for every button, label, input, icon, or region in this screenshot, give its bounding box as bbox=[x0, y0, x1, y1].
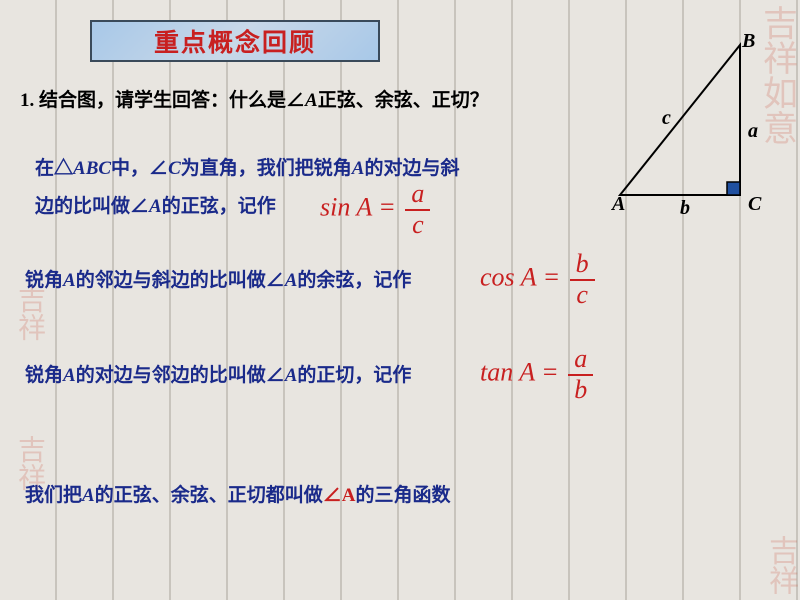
vertex-c-label: C bbox=[748, 193, 761, 216]
watermark-decoration: 吉祥 bbox=[15, 285, 43, 341]
definition-tangent: 锐角A的对边与邻边的比叫做∠A的正切，记作 bbox=[25, 360, 411, 387]
formula-sine: sin A = ac bbox=[320, 180, 430, 239]
vertex-b-label: B bbox=[742, 30, 755, 53]
title-text: 重点概念回顾 bbox=[154, 23, 316, 59]
side-c-label: c bbox=[662, 107, 671, 130]
question-text: 1. 结合图，请学生回答：什么是∠A正弦、余弦、正切？ bbox=[20, 85, 489, 112]
formula-tangent: tan A = ab bbox=[480, 345, 593, 404]
right-triangle-diagram: A B C a b c bbox=[600, 35, 780, 220]
title-banner: 重点概念回顾 bbox=[90, 20, 380, 62]
summary-text: 我们把A的正弦、余弦、正切都叫做∠A的三角函数 bbox=[25, 480, 450, 507]
vertex-a-label: A bbox=[612, 193, 625, 216]
formula-cosine: cos A = bc bbox=[480, 250, 595, 309]
definition-cosine: 锐角A的邻边与斜边的比叫做∠A的余弦，记作 bbox=[25, 265, 411, 292]
side-b-label: b bbox=[680, 197, 690, 220]
watermark-decoration: 吉祥 bbox=[765, 535, 795, 595]
side-a-label: a bbox=[748, 120, 758, 143]
